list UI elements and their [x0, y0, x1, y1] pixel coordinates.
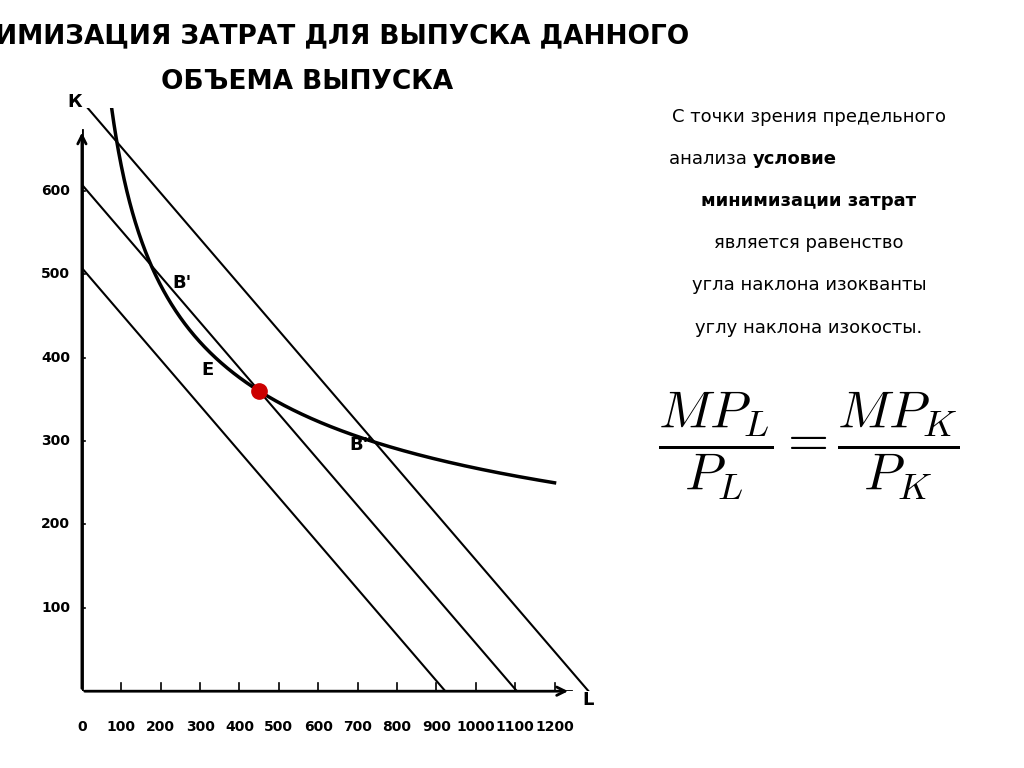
- Text: 600: 600: [41, 184, 70, 198]
- Text: 100: 100: [106, 720, 136, 734]
- Text: E: E: [202, 361, 214, 379]
- Text: $\dfrac{MP_L}{P_L} = \dfrac{MP_K}{P_K}$: $\dfrac{MP_L}{P_L} = \dfrac{MP_K}{P_K}$: [658, 389, 959, 502]
- Text: анализа: анализа: [669, 150, 753, 167]
- Text: B': B': [172, 273, 191, 292]
- Text: 1100: 1100: [496, 720, 535, 734]
- Text: 400: 400: [225, 720, 254, 734]
- Text: 500: 500: [264, 720, 293, 734]
- Text: угла наклона изокванты: угла наклона изокванты: [691, 276, 927, 294]
- Text: 400: 400: [41, 351, 70, 365]
- Text: МИНИМИЗАЦИЯ ЗАТРАТ ДЛЯ ВЫПУСКА ДАННОГО: МИНИМИЗАЦИЯ ЗАТРАТ ДЛЯ ВЫПУСКА ДАННОГО: [0, 23, 689, 49]
- Text: 900: 900: [422, 720, 451, 734]
- Text: 500: 500: [41, 267, 70, 281]
- Text: 200: 200: [146, 720, 175, 734]
- Text: 1200: 1200: [536, 720, 573, 734]
- Text: 300: 300: [185, 720, 214, 734]
- Text: минимизации затрат: минимизации затрат: [701, 192, 916, 210]
- Text: L: L: [583, 690, 594, 709]
- Text: 600: 600: [304, 720, 333, 734]
- Text: условие: условие: [753, 150, 837, 167]
- Text: 0: 0: [77, 720, 87, 734]
- Text: B": B": [350, 436, 373, 454]
- Text: 300: 300: [41, 434, 70, 448]
- Text: К: К: [68, 94, 82, 111]
- Text: 1000: 1000: [457, 720, 495, 734]
- Text: является равенство: является равенство: [714, 234, 904, 252]
- Text: 800: 800: [383, 720, 412, 734]
- Text: 700: 700: [343, 720, 372, 734]
- Text: С точки зрения предельного: С точки зрения предельного: [672, 108, 946, 125]
- Text: 200: 200: [41, 518, 70, 531]
- Text: 100: 100: [41, 601, 70, 615]
- Text: углу наклона изокосты.: углу наклона изокосты.: [695, 319, 923, 336]
- Text: ОБЪЕМА ВЫПУСКА: ОБЪЕМА ВЫПУСКА: [161, 69, 454, 95]
